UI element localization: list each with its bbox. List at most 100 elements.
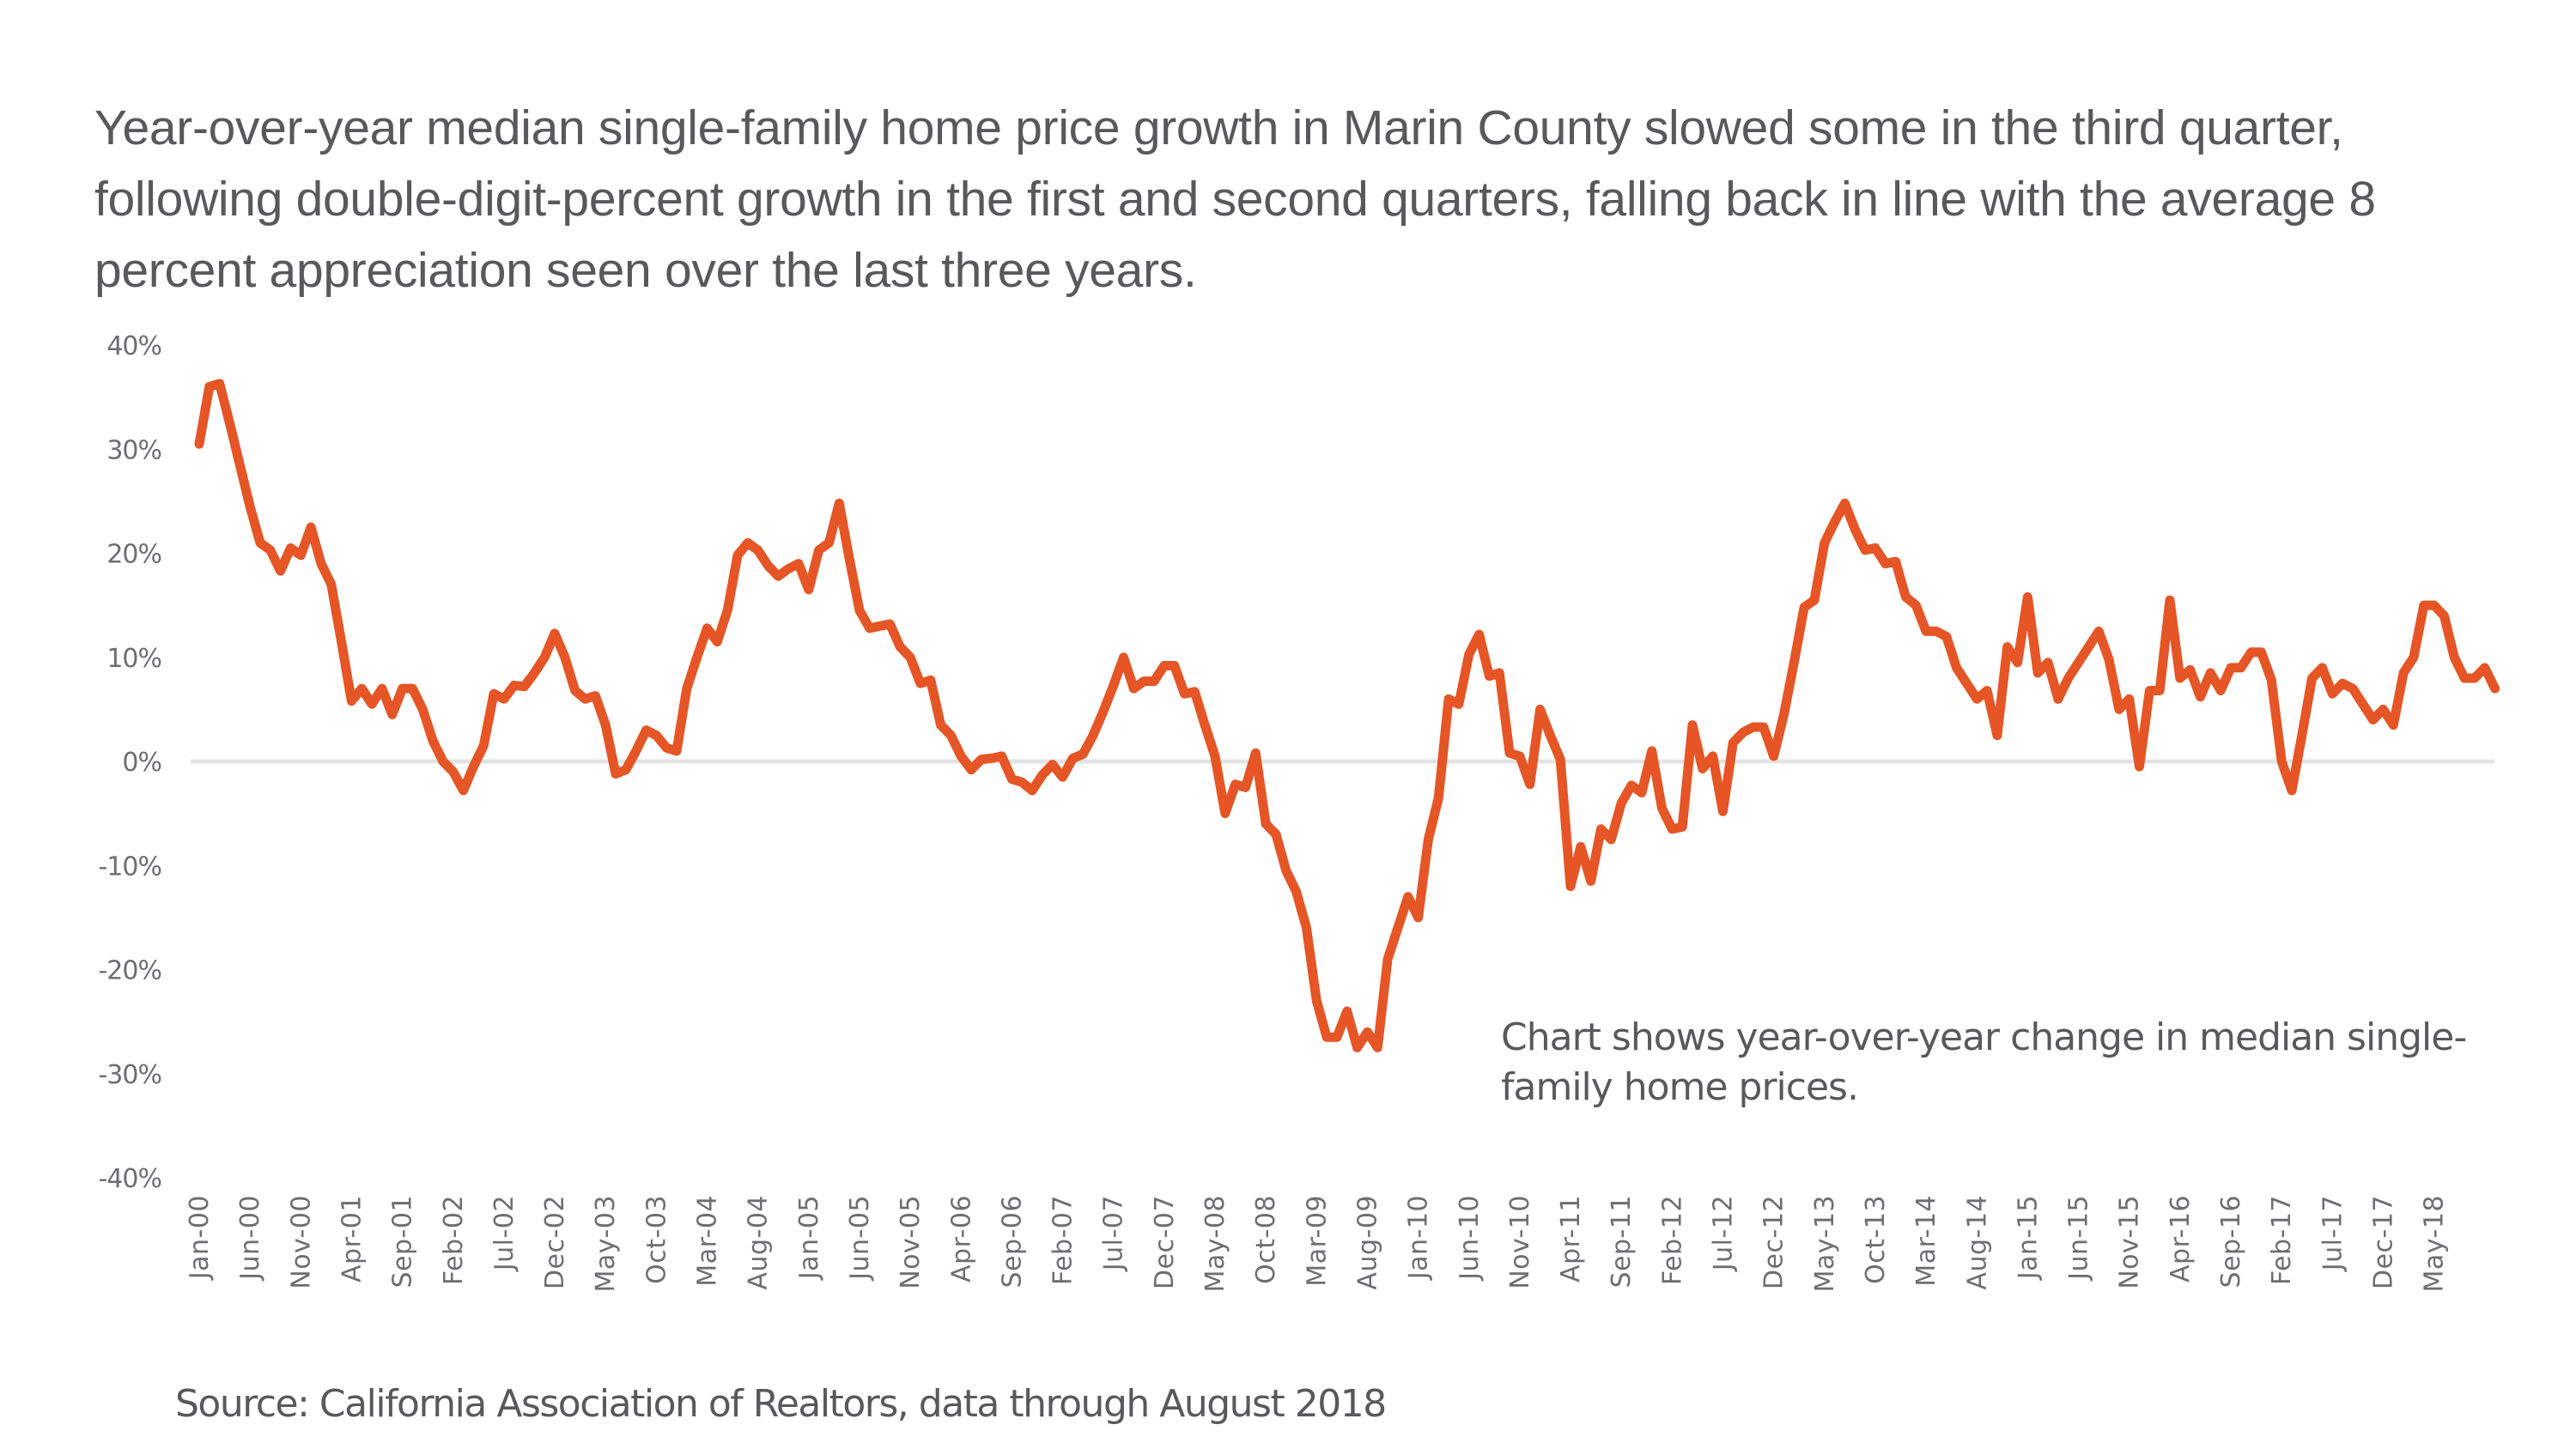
data-point (2034, 670, 2041, 676)
data-point (734, 552, 741, 559)
x-tick-label: Feb-17 (2267, 1195, 2297, 1285)
x-tick-label: Apr-06 (946, 1195, 976, 1282)
data-point (1049, 761, 1056, 768)
data-point (267, 547, 274, 554)
x-tick-label: Dec-12 (1759, 1195, 1789, 1289)
data-point (2227, 664, 2234, 671)
data-point (968, 767, 975, 773)
y-tick-label: -30% (98, 1060, 161, 1090)
data-point (1577, 843, 1584, 850)
data-point (1171, 663, 1178, 670)
data-point (2400, 670, 2407, 676)
data-point (480, 743, 487, 749)
chart-headline: Year-over-year median single-family home… (94, 100, 2376, 298)
data-point (1354, 1044, 1361, 1051)
data-point (917, 680, 924, 687)
data-point (816, 547, 823, 554)
data-point (2187, 666, 2194, 673)
data-point (470, 763, 477, 770)
data-point (2126, 695, 2133, 702)
data-point (2299, 732, 2306, 739)
y-tick-label: -10% (98, 852, 161, 882)
data-point (1801, 604, 1807, 611)
data-point (1943, 634, 1950, 640)
data-point (1598, 826, 1605, 833)
data-point (1425, 836, 1431, 843)
data-point (1405, 894, 1412, 900)
x-tick-label: Jan-10 (1404, 1195, 1434, 1281)
data-point (846, 555, 853, 562)
data-point (1720, 808, 1727, 815)
data-point (1415, 914, 1422, 921)
x-tick-label: Aug-09 (1352, 1195, 1382, 1290)
data-point (288, 544, 295, 551)
x-tick-label: Nov-00 (286, 1195, 316, 1289)
data-point (633, 748, 640, 755)
data-point (2309, 675, 2316, 682)
data-point (988, 755, 995, 761)
data-point (1933, 627, 1940, 634)
data-point (2390, 722, 2397, 729)
data-point (1100, 708, 1107, 715)
data-point (2095, 627, 2102, 634)
data-point (1364, 1028, 1371, 1035)
data-point (277, 567, 284, 574)
data-point (1201, 722, 1208, 729)
data-point (785, 566, 792, 573)
x-tick-label: Dec-07 (1150, 1195, 1180, 1289)
data-point (1628, 782, 1635, 789)
data-point (1496, 670, 1503, 676)
data-point (1760, 724, 1767, 731)
x-tick-label: Dec-17 (2368, 1195, 2398, 1289)
data-point (1485, 673, 1492, 680)
data-point (582, 695, 589, 702)
data-point (1537, 706, 1544, 712)
data-point (1546, 732, 1553, 739)
data-point (2258, 649, 2265, 656)
data-point (2116, 706, 2123, 712)
x-tick-label: May-03 (591, 1195, 621, 1293)
data-point (1953, 664, 1960, 671)
data-point (957, 753, 964, 760)
chart-note: Chart shows year-over-year change in med… (1501, 1016, 2467, 1109)
x-tick-label: Jan-00 (185, 1195, 215, 1281)
data-point (490, 690, 497, 697)
data-point (246, 503, 253, 510)
x-tick-label: Jul-02 (489, 1195, 519, 1272)
x-tick-label: Feb-12 (1657, 1195, 1687, 1285)
data-point (1963, 680, 1970, 687)
data-point (2268, 676, 2275, 683)
data-point (1668, 826, 1675, 833)
data-point (602, 722, 609, 729)
series-line-yoy-change (194, 379, 2500, 1052)
data-point (938, 722, 945, 729)
data-point (511, 682, 518, 689)
data-point (907, 654, 914, 661)
data-point (1212, 753, 1218, 760)
data-point (2349, 685, 2356, 692)
source-caption: Source: California Association of Realto… (175, 1382, 1387, 1426)
data-point (1912, 602, 1919, 609)
data-point (612, 771, 619, 778)
data-point (2146, 688, 2153, 694)
x-tick-label: Jun-00 (235, 1195, 265, 1282)
data-point (1872, 544, 1879, 551)
data-point (2197, 694, 2204, 700)
x-tick-label: Apr-16 (2166, 1195, 2196, 1282)
data-point (368, 700, 375, 707)
data-point (1323, 1034, 1330, 1040)
data-point (856, 607, 863, 614)
data-point (2044, 659, 2051, 666)
data-point (683, 685, 690, 692)
data-point (1008, 776, 1015, 783)
data-point (1121, 654, 1127, 661)
data-point (328, 581, 335, 588)
data-point (1638, 789, 1645, 796)
data-point (1973, 695, 1980, 702)
x-tick-label: Feb-07 (1048, 1195, 1078, 1285)
data-point (2471, 675, 2478, 682)
data-point (1699, 766, 1706, 773)
data-point (1902, 593, 1909, 600)
data-point (673, 748, 680, 755)
data-point (1182, 690, 1188, 697)
